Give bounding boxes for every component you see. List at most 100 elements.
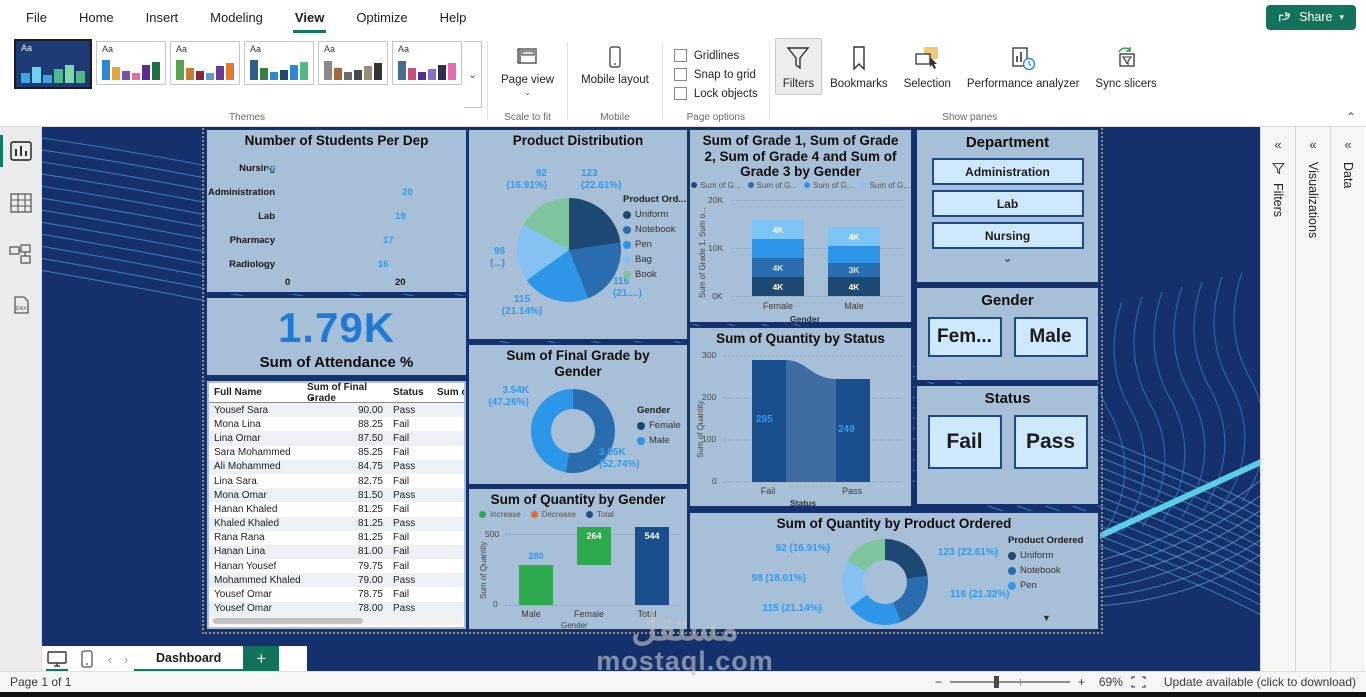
table-row[interactable]: Yousef Omar 78.75 Fail — [214, 589, 410, 601]
zoom-out-button[interactable]: − — [934, 675, 942, 689]
pie-chart[interactable] — [517, 198, 621, 302]
legend-dot — [747, 182, 754, 189]
slicer-item-fail[interactable]: Fail — [927, 415, 1002, 469]
table-row[interactable]: Mona Omar 81.50 Pass — [209, 488, 464, 503]
data-pane-collapsed[interactable]: « Data — [1330, 127, 1365, 671]
slicer-item-nursing[interactable]: Nursing — [931, 222, 1084, 249]
area-chart[interactable] — [724, 354, 904, 484]
theme-current[interactable]: Aa — [14, 39, 92, 89]
zoom-in-button[interactable]: + — [1077, 675, 1085, 689]
themes-gallery-expand[interactable]: ⌄ — [464, 41, 482, 108]
performance-analyzer-button[interactable]: Performance analyzer — [959, 38, 1088, 95]
ribbon-collapse-chevron[interactable]: ⌃ — [1345, 110, 1356, 124]
table-row[interactable]: Khaled Khaled 81.25 Pass — [209, 516, 464, 531]
waterfall-bar-male[interactable] — [519, 565, 553, 605]
page-forward-arrow[interactable]: › — [123, 651, 129, 667]
theme-option-2[interactable]: Aa — [170, 41, 240, 85]
sync-slicers-button[interactable]: Sync slicers — [1087, 38, 1164, 95]
visual-students-bar[interactable]: Number of Students Per Dep Nursing 28 Adm… — [205, 128, 468, 294]
table-row[interactable]: Hanan Khaled 81.25 Fail — [214, 503, 410, 515]
donut-chart[interactable] — [842, 539, 928, 625]
waterfall-bar-female[interactable] — [577, 527, 611, 565]
expand-pane-icon[interactable]: « — [1309, 137, 1317, 152]
visual-grades-stacked[interactable]: Sum of Grade 1, Sum of Grade 2, Sum of G… — [688, 128, 913, 324]
report-canvas[interactable]: Number of Students Per Dep Nursing 28 Adm… — [42, 127, 1260, 671]
slicer-item-lab[interactable]: Lab — [931, 190, 1084, 217]
slicer-gender[interactable]: Gender Fem... Male — [915, 286, 1100, 382]
slicer-status[interactable]: Status Fail Pass — [915, 384, 1100, 506]
visual-quantity-waterfall[interactable]: Sum of Quantity by Gender Increase Decre… — [467, 487, 689, 631]
theme-option-4[interactable]: Aa — [318, 41, 388, 85]
waterfall-legend: Increase Decrease Total — [469, 510, 687, 519]
menu-help[interactable]: Help — [439, 9, 467, 25]
slicer-item-administration[interactable]: Administration — [931, 158, 1084, 185]
fit-to-page-icon[interactable] — [1131, 676, 1146, 688]
stacked-column-male[interactable]: 4K 3K 4K — [828, 227, 880, 296]
lock-objects-checkbox[interactable]: Lock objects — [673, 87, 758, 100]
table-row[interactable]: Hanan Yousef 79.75 Fail — [214, 560, 410, 572]
mobile-layout-button[interactable]: Mobile layout — [573, 38, 657, 91]
menu-modeling[interactable]: Modeling — [210, 9, 263, 25]
page-tab-dashboard[interactable]: Dashboard — [134, 646, 244, 671]
bookmarks-pane-button[interactable]: Bookmarks — [822, 38, 896, 95]
table-row[interactable]: Lina Sara 82.75 Fail — [214, 475, 410, 487]
visual-grades-table[interactable]: Full Name Sum of Final Grade Status Sum … — [205, 379, 468, 631]
table-row[interactable]: Ali Mohammed 84.75 Pass — [209, 459, 464, 474]
stacked-column-female[interactable]: 4K 4K 4K — [752, 220, 804, 296]
share-button[interactable]: Share ▾ — [1266, 4, 1356, 30]
gridlines-checkbox[interactable]: Gridlines — [673, 49, 739, 62]
menu-optimize[interactable]: Optimize — [356, 9, 408, 25]
table-row[interactable]: Mohammed Khaled 79.00 Pass — [209, 573, 464, 588]
new-page-button[interactable]: + — [243, 646, 280, 671]
visual-attendance-card[interactable]: 1.79K Sum of Attendance % — [205, 296, 468, 377]
menu-home[interactable]: Home — [78, 9, 114, 25]
visualizations-pane-collapsed[interactable]: « Visualizations — [1295, 127, 1330, 671]
table-row[interactable]: Lina Omar 87.50 Fail — [209, 431, 464, 446]
waterfall-bar-total[interactable] — [635, 527, 669, 605]
model-view-button[interactable] — [8, 243, 34, 267]
slicer-scroll-caret-icon[interactable]: ⌄ — [1002, 251, 1013, 265]
menu-view[interactable]: View — [279, 6, 340, 33]
zoom-slider[interactable] — [949, 676, 1070, 688]
menu-file[interactable]: File — [26, 9, 47, 25]
menu-insert[interactable]: Insert — [145, 9, 179, 25]
slicer-department[interactable]: Department Administration Lab Nursing ⌄ — [915, 128, 1100, 284]
table-row[interactable]: Mona Lina 88.25 Fail — [214, 418, 410, 430]
visual-grade-gender-donut[interactable]: Sum of Final Grade by Gender 3.54K (47.26… — [467, 343, 689, 486]
table-horizontal-scrollbar[interactable] — [211, 616, 462, 625]
scrollbar-thumb[interactable] — [213, 617, 363, 624]
visual-product-donut[interactable]: Sum of Quantity by Product Ordered 92 (1… — [688, 511, 1100, 631]
donut-chart[interactable] — [531, 389, 615, 473]
update-available-link[interactable]: Update available (click to download) — [1163, 675, 1356, 689]
filters-pane-button[interactable]: Filters — [774, 38, 823, 95]
table-view-button[interactable] — [8, 191, 34, 215]
filters-pane-collapsed[interactable]: « Filters — [1260, 127, 1295, 671]
snap-to-grid-checkbox[interactable]: Snap to grid — [673, 68, 756, 81]
expand-pane-icon[interactable]: « — [1344, 137, 1352, 152]
table-row[interactable]: Hanan Lina 81.00 Fail — [209, 544, 464, 560]
theme-option-3[interactable]: Aa — [244, 41, 314, 85]
table-header[interactable]: Full Name Sum of Final Grade Status Sum … — [209, 382, 464, 404]
slicer-item-pass[interactable]: Pass — [1013, 415, 1088, 469]
mobile-view-toggle[interactable] — [72, 646, 102, 671]
selection-pane-button[interactable]: Selection — [896, 38, 959, 95]
visual-product-pie[interactable]: Product Distribution 92 (16.91%) 123 (22.6… — [467, 128, 689, 341]
visual-quantity-status-area[interactable]: Sum of Quantity by Status 295 249 300 20… — [688, 326, 913, 508]
report-view-button[interactable] — [0, 135, 34, 167]
page-back-arrow[interactable]: ‹ — [107, 651, 113, 667]
table-row[interactable]: Sara Mohammed 85.25 Fail — [214, 447, 410, 459]
theme-option-1[interactable]: Aa — [96, 41, 166, 85]
expand-pane-icon[interactable]: « — [1274, 137, 1282, 152]
legend-scroll-down-icon[interactable]: ▼ — [1042, 613, 1051, 623]
table-row[interactable]: Yousef Omar 78.00 Pass — [209, 601, 464, 616]
dashboard-selection[interactable]: Number of Students Per Dep Nursing 28 Adm… — [202, 127, 1103, 634]
slicer-item-male[interactable]: Male — [1013, 317, 1088, 357]
page-view-button[interactable]: Page view ⌄ — [493, 38, 562, 100]
zoom-slider-thumb[interactable] — [993, 676, 999, 688]
dax-query-view-button[interactable]: DAX — [8, 295, 34, 319]
desktop-view-toggle[interactable] — [42, 646, 72, 671]
theme-option-5[interactable]: Aa — [392, 41, 462, 85]
table-row[interactable]: Rana Rana 81.25 Fail — [214, 532, 410, 544]
slicer-item-female[interactable]: Fem... — [927, 317, 1002, 357]
table-row[interactable]: Yousef Sara 90.00 Pass — [209, 403, 464, 418]
